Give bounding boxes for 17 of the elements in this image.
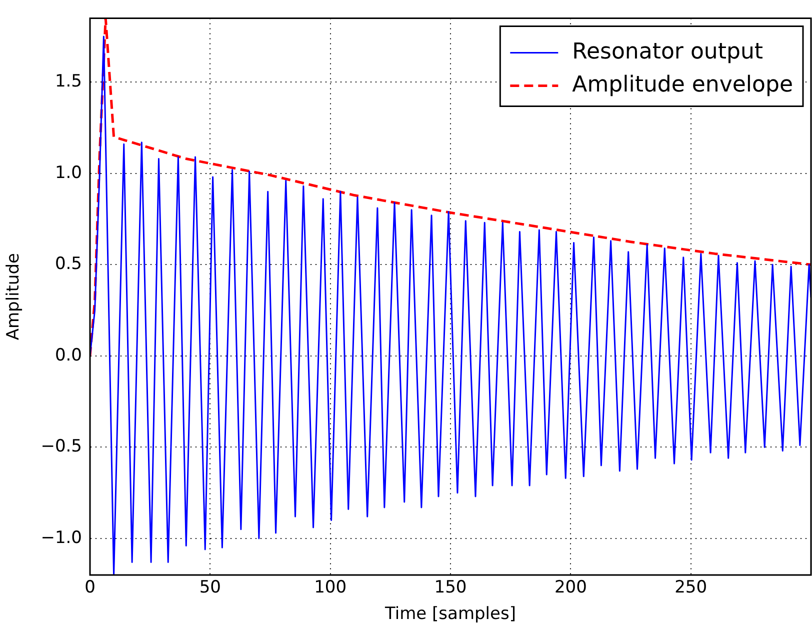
y-axis-title: Amplitude bbox=[4, 253, 24, 340]
x-tick-label: 100 bbox=[314, 578, 347, 598]
y-tick-label: −1.0 bbox=[40, 528, 82, 548]
y-tick-label: 1.0 bbox=[54, 162, 82, 183]
x-tick-label: 200 bbox=[554, 578, 587, 598]
x-tick-label: 50 bbox=[199, 578, 221, 598]
y-tick-label: 0.5 bbox=[54, 254, 82, 274]
y-tick-label: 1.5 bbox=[54, 72, 82, 92]
y-tick-label: 0.0 bbox=[54, 345, 82, 366]
x-axis-title: Time [samples] bbox=[384, 604, 516, 624]
x-tick-label: 250 bbox=[674, 578, 708, 598]
x-tick-label: 150 bbox=[434, 578, 467, 598]
y-tick-label: −0.5 bbox=[40, 436, 82, 457]
legend-label: Resonator output bbox=[572, 39, 764, 64]
line-series bbox=[90, 18, 811, 358]
legend-label: Amplitude envelope bbox=[572, 72, 794, 98]
x-tick-label: 0 bbox=[84, 578, 96, 598]
